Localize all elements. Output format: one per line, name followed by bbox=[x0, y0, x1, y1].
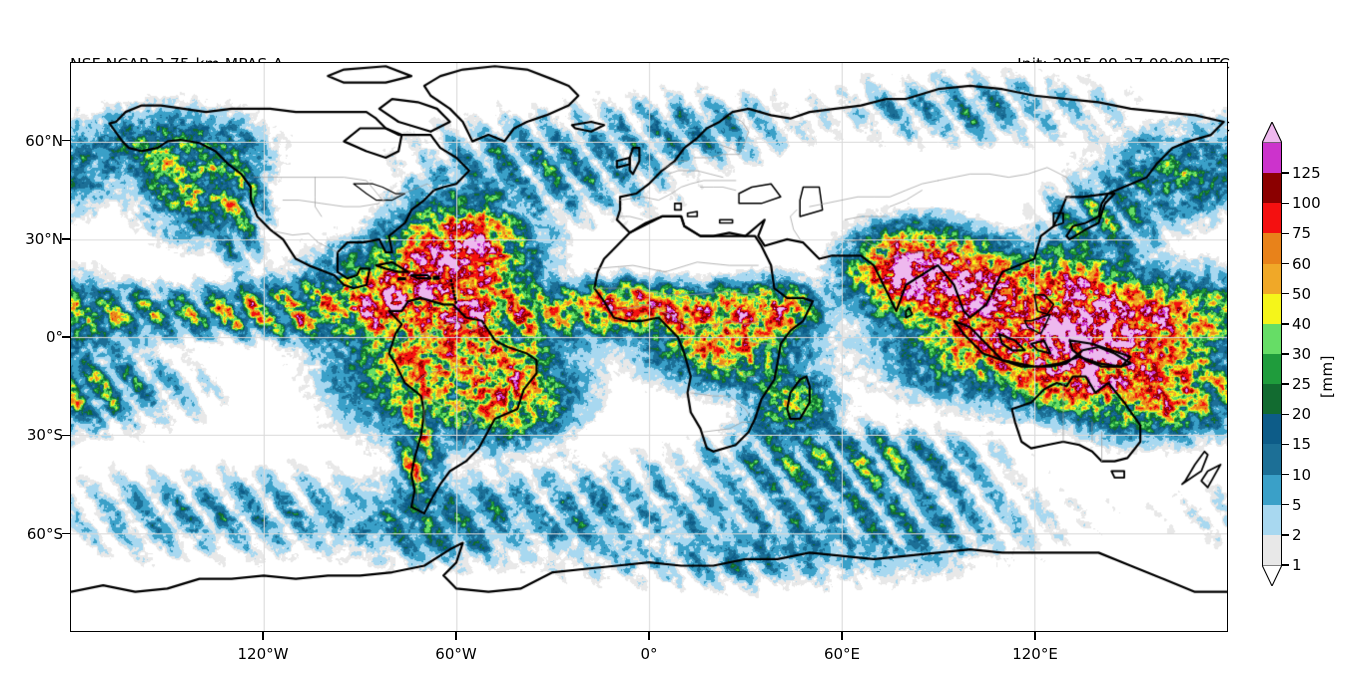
lon-tick-mark bbox=[262, 632, 264, 640]
colorbar-label-30: 30 bbox=[1292, 345, 1312, 363]
colorbar-band-5 bbox=[1263, 473, 1281, 505]
lon-tick-mark bbox=[648, 632, 650, 640]
colorbar-band-60 bbox=[1263, 232, 1281, 264]
lat-tick-mark bbox=[62, 533, 70, 535]
colorbar-label-5: 5 bbox=[1292, 495, 1302, 514]
lon-tick-label-3: 60°E bbox=[823, 645, 861, 663]
lat-tick-label-0: 60°N bbox=[25, 131, 63, 150]
colorbar-axis-label: [mm] bbox=[1318, 355, 1336, 398]
colorbar-tick-2 bbox=[1282, 534, 1289, 536]
colorbar-tick-25 bbox=[1282, 383, 1289, 385]
colorbar-tick-100 bbox=[1282, 202, 1289, 204]
colorbar-tick-5 bbox=[1282, 504, 1289, 506]
colorbar-band-25 bbox=[1263, 353, 1281, 385]
colorbar-label-20: 20 bbox=[1292, 405, 1312, 424]
colorbar-label-10: 10 bbox=[1292, 465, 1312, 484]
colorbar-band-100 bbox=[1263, 172, 1281, 204]
lat-tick-label-4: 60°S bbox=[26, 524, 63, 543]
colorbar-label-2: 2 bbox=[1292, 525, 1302, 544]
colorbar-tick-30 bbox=[1282, 353, 1289, 355]
colorbar-tick-75 bbox=[1282, 232, 1289, 235]
colorbar-bands bbox=[1262, 143, 1282, 565]
lon-tick-mark bbox=[455, 632, 457, 640]
colorbar-band-1 bbox=[1263, 534, 1281, 565]
colorbar-label-25: 25 bbox=[1292, 375, 1312, 394]
lat-tick-mark bbox=[62, 238, 70, 240]
colorbar-tick-15 bbox=[1282, 443, 1289, 446]
colorbar-band-15 bbox=[1263, 413, 1281, 445]
colorbar-label-15: 15 bbox=[1292, 435, 1312, 454]
lon-tick-mark bbox=[841, 632, 843, 640]
colorbar-tick-40 bbox=[1282, 323, 1289, 325]
colorbar-band-30 bbox=[1263, 323, 1281, 354]
colorbar-tick-125 bbox=[1282, 172, 1289, 174]
map-plot-area bbox=[70, 62, 1228, 632]
colorbar-tick-60 bbox=[1282, 262, 1289, 265]
lon-tick-label-1: 60°W bbox=[435, 645, 477, 663]
colorbar-tick-20 bbox=[1282, 413, 1289, 415]
lat-tick-mark bbox=[62, 336, 70, 338]
colorbar-label-100: 100 bbox=[1292, 194, 1321, 213]
colorbar-label-125: 125 bbox=[1292, 164, 1321, 183]
colorbar-band-20 bbox=[1263, 383, 1281, 415]
colorbar-band-40 bbox=[1263, 293, 1281, 324]
lon-tick-label-0: 120°W bbox=[237, 645, 289, 663]
precipitation-map-canvas bbox=[71, 63, 1227, 631]
lat-tick-mark bbox=[62, 139, 70, 142]
colorbar-band-50 bbox=[1263, 262, 1281, 294]
lon-tick-mark bbox=[1034, 632, 1036, 640]
colorbar-tick-50 bbox=[1282, 293, 1289, 295]
lat-tick-label-2: 0° bbox=[45, 328, 63, 347]
colorbar-band-75 bbox=[1263, 202, 1281, 234]
colorbar-under-arrow bbox=[1262, 565, 1282, 586]
colorbar-over-arrow bbox=[1262, 122, 1282, 143]
colorbar-band-10 bbox=[1263, 443, 1281, 475]
colorbar-band-125 bbox=[1263, 143, 1281, 174]
lon-tick-label-2: 0° bbox=[640, 645, 658, 663]
lat-tick-mark bbox=[62, 434, 70, 437]
lon-tick-label-4: 120°E bbox=[1012, 645, 1058, 663]
colorbar-label-75: 75 bbox=[1292, 224, 1312, 243]
lat-tick-label-1: 30°N bbox=[25, 229, 63, 248]
colorbar: 1 2 5 10 15 20 25 30 40 50 60 75 100 125 bbox=[1262, 122, 1321, 586]
colorbar-label-40: 40 bbox=[1292, 314, 1312, 333]
colorbar-label-60: 60 bbox=[1292, 254, 1312, 273]
colorbar-tick-10 bbox=[1282, 473, 1289, 476]
colorbar-band-2 bbox=[1263, 504, 1281, 535]
colorbar-label-1: 1 bbox=[1292, 556, 1302, 574]
colorbar-tick-1 bbox=[1282, 564, 1289, 566]
colorbar-label-50: 50 bbox=[1292, 284, 1312, 303]
lat-tick-label-3: 30°S bbox=[26, 426, 63, 445]
